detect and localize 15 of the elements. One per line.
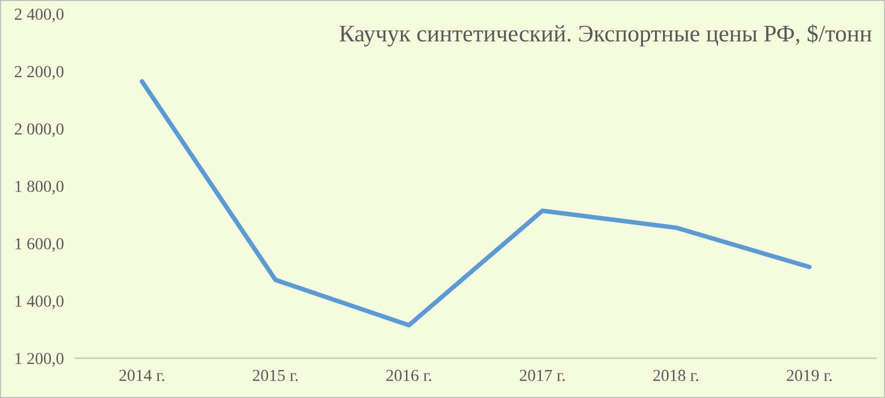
line-series: [140, 79, 812, 328]
y-tick-label: 1 600,0: [16, 238, 64, 252]
y-tick-label: 2 000,0: [14, 123, 64, 138]
x-tick-label: 2017 г.: [520, 370, 565, 382]
x-tick-label: 2014 г.: [119, 370, 164, 382]
x-tick-label: 2019 г.: [786, 370, 832, 382]
y-tick-label: 1 200,0: [16, 352, 64, 367]
y-tick-label: 2 200,0: [14, 66, 64, 80]
x-tick-label: 2015 г.: [252, 370, 298, 382]
x-tick-label: 2018 г.: [653, 370, 698, 382]
y-tick-label: 1 400,0: [16, 296, 64, 310]
y-tick-label: 2 400,0: [14, 8, 64, 22]
y-tick-label: 1 800,0: [16, 180, 64, 194]
x-tick-label: 2016 г.: [386, 370, 432, 382]
chart-title: Каучук синтетический. Экспортные цены РФ, $/тонн: [340, 24, 872, 46]
